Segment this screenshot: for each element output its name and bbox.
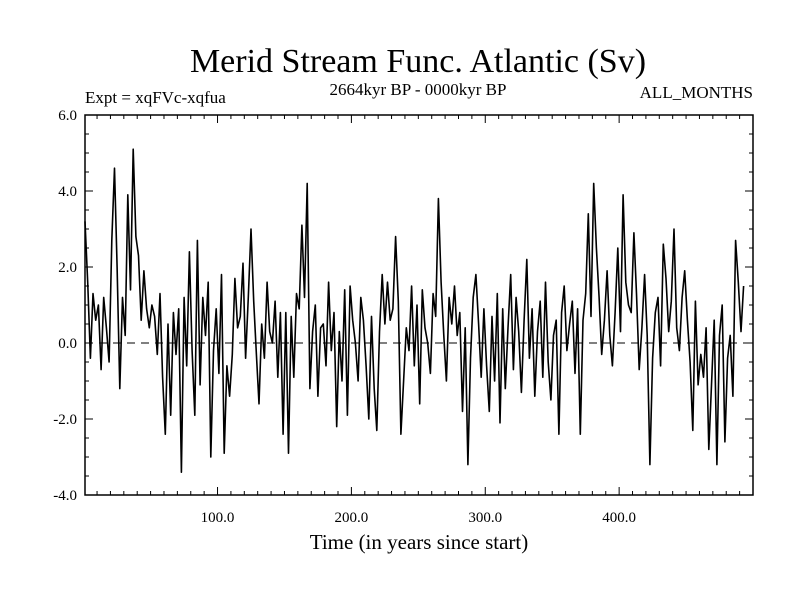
season-label: ALL_MONTHS xyxy=(640,83,753,102)
y-tick-label: 4.0 xyxy=(58,184,77,200)
x-tick-label: 200.0 xyxy=(335,510,369,526)
y-tick-label: 2.0 xyxy=(58,260,77,276)
x-tick-label: 400.0 xyxy=(602,510,636,526)
chart-title: Merid Stream Func. Atlantic (Sv) xyxy=(190,43,646,80)
y-tick-label: 0.0 xyxy=(58,336,77,352)
y-tick-label: -4.0 xyxy=(53,488,77,504)
y-tick-label: 6.0 xyxy=(58,108,77,124)
x-tick-label: 100.0 xyxy=(201,510,235,526)
period-label: 2664kyr BP - 0000kyr BP xyxy=(330,80,507,99)
series-line xyxy=(84,148,745,474)
plot-frame xyxy=(84,114,754,496)
x-tick-label: 300.0 xyxy=(468,510,502,526)
y-tick-label: -2.0 xyxy=(53,412,77,428)
experiment-label: Expt = xqFVc-xqfua xyxy=(85,88,226,107)
x-axis-label: Time (in years since start) xyxy=(310,530,529,554)
